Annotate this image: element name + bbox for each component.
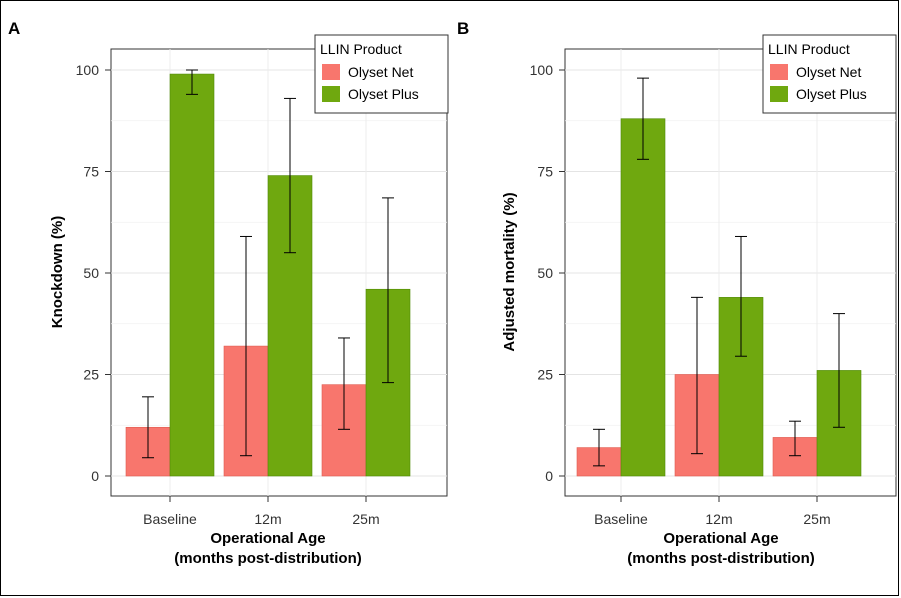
bar-olyset-plus bbox=[169, 73, 215, 477]
panel-b-legend-title: LLIN Product bbox=[768, 41, 850, 57]
y-tick-label: 0 bbox=[545, 468, 553, 484]
y-tick-label: 25 bbox=[537, 367, 553, 383]
panel-b-legend: LLIN Product Olyset Net Olyset Plus bbox=[762, 34, 897, 114]
panel-a-error-bars bbox=[142, 69, 394, 459]
panel-a-legend-title: LLIN Product bbox=[320, 41, 402, 57]
panel-b-x-axis-subtitle: (months post-distribution) bbox=[627, 550, 814, 567]
panel-a-y-ticks: 0 25 50 75 100 bbox=[76, 62, 111, 484]
panel-a-legend: LLIN Product Olyset Net Olyset Plus bbox=[314, 34, 449, 114]
x-tick-label: 25m bbox=[803, 511, 830, 527]
panel-b-x-ticks: Baseline 12m 25m bbox=[594, 496, 831, 527]
panel-b-x-axis-title: Operational Age bbox=[663, 530, 778, 547]
x-tick-label: Baseline bbox=[594, 511, 648, 527]
x-tick-label: Baseline bbox=[143, 511, 197, 527]
panel-b: B 0 25 50 75 100 Baseline 12m 25m Operational … bbox=[457, 19, 897, 567]
panel-b-legend-swatch-olyset-net bbox=[770, 64, 788, 80]
y-tick-label: 50 bbox=[83, 265, 99, 281]
y-tick-label: 100 bbox=[76, 62, 100, 78]
x-tick-label: 12m bbox=[705, 511, 732, 527]
panel-b-error-bars bbox=[593, 77, 845, 467]
panel-a-legend-label-olyset-plus: Olyset Plus bbox=[348, 86, 419, 102]
panel-a-x-ticks: Baseline 12m 25m bbox=[143, 496, 380, 527]
panel-a-letter: A bbox=[8, 19, 20, 38]
panel-a-x-axis-title: Operational Age bbox=[210, 530, 325, 547]
panel-b-letter: B bbox=[457, 19, 469, 38]
y-tick-label: 100 bbox=[530, 62, 554, 78]
y-tick-label: 0 bbox=[91, 468, 99, 484]
y-tick-label: 25 bbox=[83, 367, 99, 383]
y-tick-label: 75 bbox=[83, 164, 99, 180]
x-tick-label: 25m bbox=[352, 511, 379, 527]
panel-a: A 0 25 50 75 100 Baseline 12m 25m Operational … bbox=[8, 19, 449, 567]
panel-a-legend-label-olyset-net: Olyset Net bbox=[348, 64, 413, 80]
panel-a-x-axis-subtitle: (months post-distribution) bbox=[174, 550, 361, 567]
panel-b-legend-label-olyset-net: Olyset Net bbox=[796, 64, 861, 80]
y-tick-label: 75 bbox=[537, 164, 553, 180]
panel-a-y-axis-title: Knockdown (%) bbox=[49, 216, 66, 329]
y-tick-label: 50 bbox=[537, 265, 553, 281]
panel-b-legend-label-olyset-plus: Olyset Plus bbox=[796, 86, 867, 102]
bar-olyset-plus bbox=[620, 118, 666, 477]
panel-a-legend-swatch-olyset-net bbox=[322, 64, 340, 80]
x-tick-label: 12m bbox=[254, 511, 281, 527]
panel-b-legend-swatch-olyset-plus bbox=[770, 86, 788, 102]
panel-b-y-axis-title: Adjusted mortality (%) bbox=[501, 192, 518, 351]
panel-a-legend-swatch-olyset-plus bbox=[322, 86, 340, 102]
panel-b-y-ticks: 0 25 50 75 100 bbox=[530, 62, 565, 484]
